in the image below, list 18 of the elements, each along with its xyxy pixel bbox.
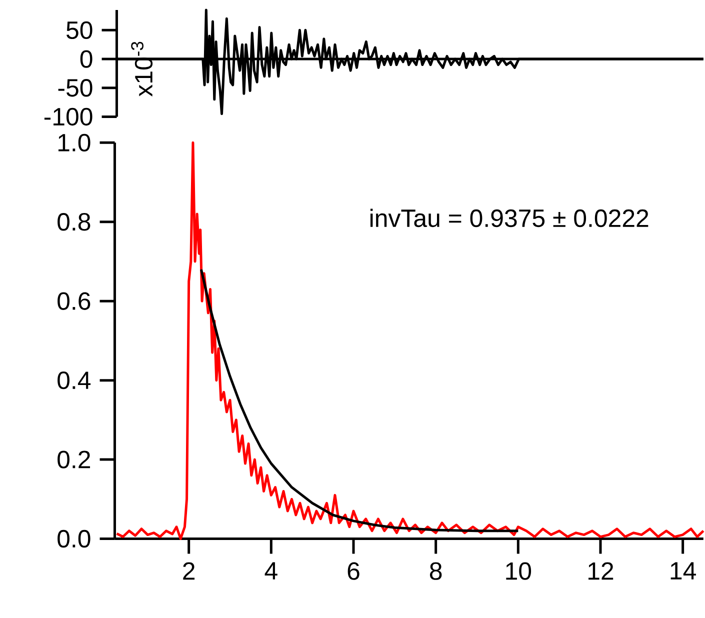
y-tick-label: 0.2 bbox=[58, 450, 90, 469]
y-tick-label: 0.6 bbox=[58, 292, 90, 310]
x-tick-label: 14 bbox=[670, 562, 696, 580]
x-tick-label: 10 bbox=[506, 562, 532, 580]
y-tick-label: 0.0 bbox=[58, 530, 90, 548]
y-tick-label: -50 bbox=[58, 79, 92, 97]
y-tick-label: 1.0 bbox=[58, 134, 90, 152]
x-tick-label: 6 bbox=[348, 562, 360, 580]
annotation: invTau = 0.9375 ± 0.0222 bbox=[370, 208, 648, 228]
y-tick-label: 50 bbox=[66, 22, 92, 40]
y-tick-label: -100 bbox=[44, 108, 92, 126]
y-tick-label: 0.4 bbox=[58, 372, 91, 390]
y-tick-label: 0.8 bbox=[58, 213, 90, 231]
y-tick-label: 0 bbox=[80, 50, 92, 68]
x-tick-label: 2 bbox=[183, 562, 195, 580]
x-tick-label: 12 bbox=[588, 562, 614, 580]
x-tick-label: 8 bbox=[430, 562, 442, 580]
x-tick-label: 4 bbox=[264, 562, 278, 580]
